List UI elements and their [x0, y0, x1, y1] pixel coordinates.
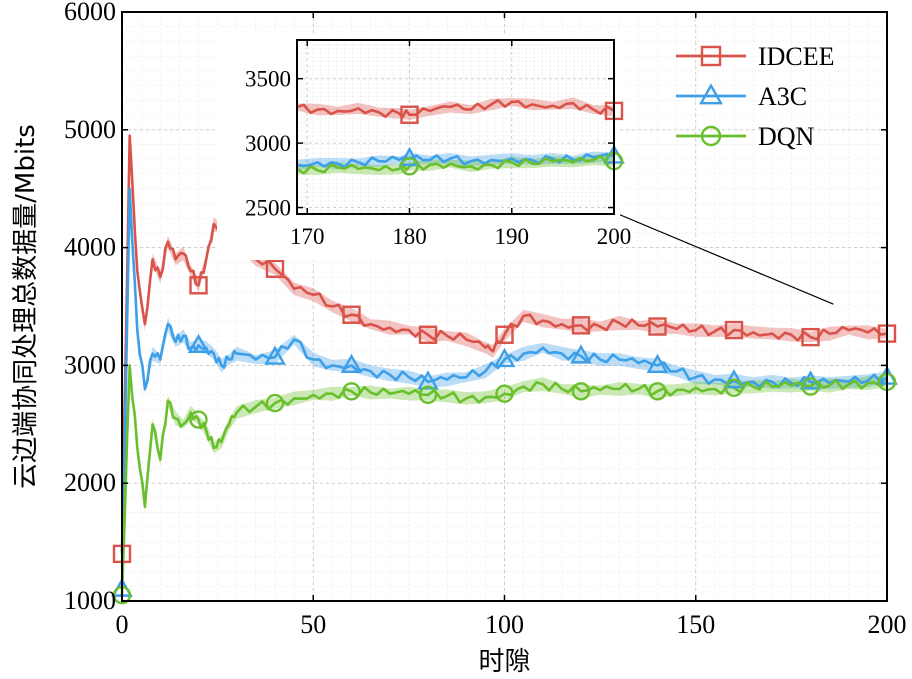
main-marker-dqn: [189, 410, 208, 429]
main-bands: [122, 128, 887, 602]
inset-grid: [297, 40, 615, 214]
main-x-tick-label: 100: [485, 610, 524, 639]
main-marker-a3c: [493, 347, 516, 368]
legend-marker-a3c: [699, 83, 723, 105]
main-marker-a3c: [723, 369, 745, 389]
main-marker-idcee: [265, 259, 285, 279]
inset-x-tick-label: 170: [290, 224, 325, 249]
main-y-tick-label: 4000: [64, 233, 116, 262]
main-marker-idcee: [418, 325, 438, 344]
inset-marker-idcee: [400, 105, 419, 124]
legend-label-dqn: DQN: [758, 122, 815, 151]
main-marker-dqn: [495, 384, 514, 403]
main-line-a3c: [120, 187, 888, 590]
main-marker-idcee: [571, 316, 591, 335]
inset-background: [217, 36, 620, 260]
inset-line-idcee: [296, 99, 615, 119]
main-marker-a3c: [646, 353, 669, 373]
inset-line-dqn: [296, 154, 615, 175]
inset-y-tick-label: 3000: [245, 131, 291, 156]
main-band-dqn: [122, 359, 887, 602]
main-x-tick-label: 200: [868, 610, 907, 639]
main-marker-dqn: [801, 377, 820, 396]
main-y-tick-label: 2000: [64, 468, 116, 497]
main-y-tick-label: 3000: [64, 350, 116, 379]
main-line-idcee: [120, 134, 888, 554]
inset-x-tick-label: 200: [597, 224, 632, 249]
main-y-tick-label: 1000: [64, 586, 116, 615]
main-x-tick-label: 50: [300, 610, 326, 639]
main-marker-dqn: [342, 382, 361, 401]
legend-label-idcee: IDCEE: [758, 42, 835, 71]
main-marker-idcee: [801, 327, 820, 347]
inset-band-idcee: [297, 97, 614, 120]
inset-marker-dqn: [400, 157, 419, 176]
x-axis-label: 时隙: [478, 647, 530, 677]
inset-y-tick-label: 3500: [245, 67, 291, 92]
main-x-tick-label: 150: [676, 610, 715, 639]
main-marker-a3c: [187, 333, 210, 353]
y-axis-label: 云边端协同处理总数据量/Mbits: [11, 124, 41, 489]
legend-label-a3c: A3C: [758, 82, 807, 111]
main-marker-dqn: [648, 382, 667, 401]
main-y-tick-label: 6000: [64, 0, 116, 26]
zoom-connector-line: [617, 213, 834, 305]
legend-marker-idcee: [700, 45, 722, 67]
inset-marker-a3c: [398, 146, 421, 167]
inset-ticks: 170 180 190 200 2500 3000 3500: [245, 40, 631, 249]
main-marker-a3c: [264, 345, 286, 365]
main-marker-dqn: [265, 393, 285, 413]
main-marker-dqn: [724, 378, 744, 397]
main-marker-idcee: [189, 276, 208, 295]
inset-band-a3c: [297, 151, 614, 171]
main-marker-a3c: [570, 344, 592, 364]
legend-marker-dqn: [700, 125, 722, 147]
inset-chart: 170 180 190 200 2500 3000 3500: [217, 36, 631, 260]
main-x-tick-label: 0: [116, 610, 129, 639]
inset-y-tick-label: 2500: [245, 196, 291, 221]
main-marker-a3c: [417, 370, 439, 390]
inset-x-tick-label: 180: [392, 224, 427, 249]
inset-frame: [296, 39, 615, 215]
inset-line-a3c: [296, 153, 615, 169]
main-ticks: 0 50 100 150 200 1000 2000 3000 4000 5000 6000: [64, 0, 907, 639]
inset-lines: [296, 99, 615, 175]
main-marker-idcee: [648, 317, 667, 336]
main-marker-dqn: [571, 382, 591, 401]
main-marker-a3c: [340, 353, 363, 373]
main-marker-idcee: [724, 320, 744, 340]
inset-x-tick-label: 190: [494, 224, 529, 249]
main-marker-dqn: [418, 385, 438, 405]
main-y-tick-label: 5000: [64, 115, 116, 144]
main-marker-idcee: [342, 305, 361, 324]
main-marker-idcee: [495, 325, 514, 344]
legend: IDCEE A3C DQN: [676, 42, 835, 151]
